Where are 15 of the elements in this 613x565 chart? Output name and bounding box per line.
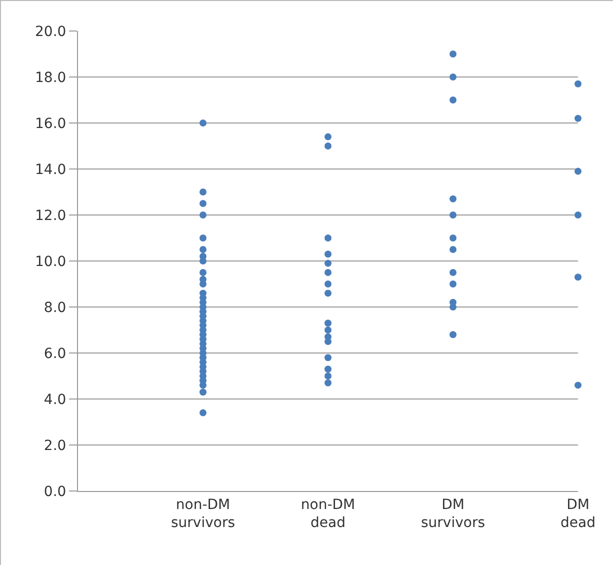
y-tick-label: 6.0: [44, 346, 66, 362]
y-tick-label: 16.0: [35, 116, 66, 132]
x-tick-label: DM dead: [560, 496, 596, 531]
x-tick-label: DM survivors: [421, 496, 485, 531]
y-tick-label: 18.0: [35, 70, 66, 86]
y-tick-label: 12.0: [35, 208, 66, 224]
y-tick-label: 10.0: [35, 254, 66, 270]
x-tick-label: non-DM dead: [300, 496, 356, 531]
y-tick-label: 8.0: [44, 300, 66, 316]
y-tick-label: 0.0: [44, 484, 66, 500]
y-tick-label: 4.0: [44, 392, 66, 408]
y-tick-label: 2.0: [44, 438, 66, 454]
x-tick-label: non-DM survivors: [171, 496, 235, 531]
y-tick-label: 20.0: [35, 24, 66, 40]
y-tick-label: 14.0: [35, 162, 66, 178]
